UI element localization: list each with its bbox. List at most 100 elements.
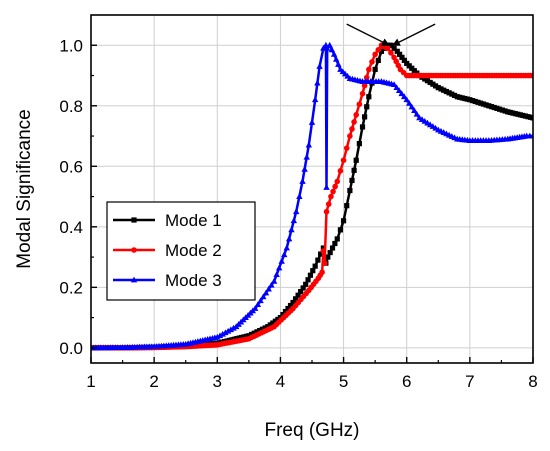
series-2-point <box>325 201 332 207</box>
series-1-point <box>483 102 489 108</box>
series-3-point <box>398 90 405 97</box>
series-1-point <box>337 227 344 233</box>
series-1-point <box>502 108 508 114</box>
series-1-point <box>399 54 405 60</box>
series-3-point <box>219 330 226 337</box>
series-3-point <box>251 305 259 311</box>
series-2-point <box>353 112 360 118</box>
series-2-point <box>361 82 368 89</box>
x-tick-label: 5 <box>339 372 348 391</box>
series-3-point <box>290 217 298 224</box>
series-1-point <box>366 94 372 100</box>
series-1-point <box>325 254 331 260</box>
series-1-point <box>303 281 309 287</box>
series-1-point <box>307 272 314 278</box>
series-1-point <box>451 92 458 99</box>
x-tick-label: 3 <box>213 372 222 391</box>
ticks <box>90 44 534 363</box>
series-1-point <box>388 42 394 48</box>
x-tick-label: 8 <box>528 372 537 391</box>
series-1-point <box>285 305 291 312</box>
series-3-point <box>390 81 398 87</box>
series-1-point <box>351 167 357 173</box>
series-1-point <box>332 240 338 247</box>
series-1-point <box>257 327 263 334</box>
series-1-point <box>480 101 486 107</box>
series-3-point <box>395 87 403 94</box>
series-3-point <box>406 99 413 106</box>
series-3-point <box>303 153 310 160</box>
series-1-point <box>251 330 257 336</box>
series-3-point <box>305 141 313 148</box>
series-line-2 <box>91 44 533 350</box>
series-3-point <box>275 264 283 271</box>
series-1-point <box>424 78 431 84</box>
series-2-point <box>321 260 328 266</box>
series-1-point <box>443 88 450 95</box>
series-2-point <box>334 178 341 185</box>
series-2-point <box>375 47 382 53</box>
y-tick-label: 1.0 <box>59 36 83 55</box>
series-1-point <box>446 90 452 96</box>
series-1-point <box>282 308 289 315</box>
grid <box>91 15 533 363</box>
series-1-point <box>469 97 476 104</box>
series-1-point <box>491 104 497 111</box>
series-3-point <box>293 208 300 215</box>
y-tick-label: 0.6 <box>59 157 83 176</box>
series-1-point <box>344 203 350 209</box>
series-3-point <box>222 329 229 336</box>
series-3-point <box>393 84 400 91</box>
series-1-point <box>427 79 433 86</box>
series-2-point <box>332 183 338 190</box>
series-1-point <box>401 57 407 63</box>
series-2-point <box>343 145 350 151</box>
series-1-point <box>329 245 336 251</box>
series-1-point <box>372 66 378 73</box>
series-3-point <box>230 324 237 331</box>
series-3-point <box>299 178 306 184</box>
tick-labels: 1 2 3 4 5 6 7 8 0.0 0.2 0.4 0.6 0.8 1.0 <box>59 36 537 391</box>
series-3-point <box>257 297 264 304</box>
series-1-point <box>478 100 484 106</box>
plot-frame <box>90 14 534 364</box>
series-2-point <box>384 45 391 52</box>
series-2-point <box>319 269 325 276</box>
series-3 <box>91 41 533 351</box>
series-1-point <box>315 257 321 263</box>
legend-label: Mode 3 <box>165 271 222 290</box>
series-1-point <box>353 157 359 163</box>
series-3-point <box>262 289 270 296</box>
series-2 <box>91 42 533 351</box>
series-3-point <box>316 63 323 69</box>
series-1-point <box>248 331 255 338</box>
series-1-point <box>494 105 500 111</box>
series-1-point <box>530 115 533 121</box>
series-3-point <box>268 281 275 288</box>
series-2-point <box>330 188 336 195</box>
series-1-point <box>254 329 260 335</box>
series-2-point <box>347 133 353 139</box>
series-3-point <box>278 257 285 264</box>
legend-label: Mode 2 <box>165 241 222 260</box>
y-axis-title: Modal Significance <box>14 109 35 268</box>
series-1-point <box>499 107 505 113</box>
x-tick-label: 1 <box>86 372 95 391</box>
series-1-point <box>292 296 299 302</box>
series-3-point <box>330 50 338 57</box>
series-1-point <box>287 302 294 309</box>
series-3-point <box>408 103 415 110</box>
series-2-point <box>359 90 366 97</box>
series-3-point <box>254 301 262 308</box>
legend-marker <box>131 247 137 253</box>
series-3-point <box>260 293 267 300</box>
annotation-arrow <box>346 23 390 46</box>
series-1-point <box>486 103 492 109</box>
series-2-point <box>337 168 344 174</box>
series-layer <box>91 41 533 351</box>
series-1 <box>91 42 533 351</box>
y-tick-label: 0.8 <box>59 97 83 116</box>
series-1-point <box>334 236 340 242</box>
series-1-point <box>359 124 366 130</box>
legend: Mode 1 Mode 2 Mode 3 <box>106 201 256 301</box>
